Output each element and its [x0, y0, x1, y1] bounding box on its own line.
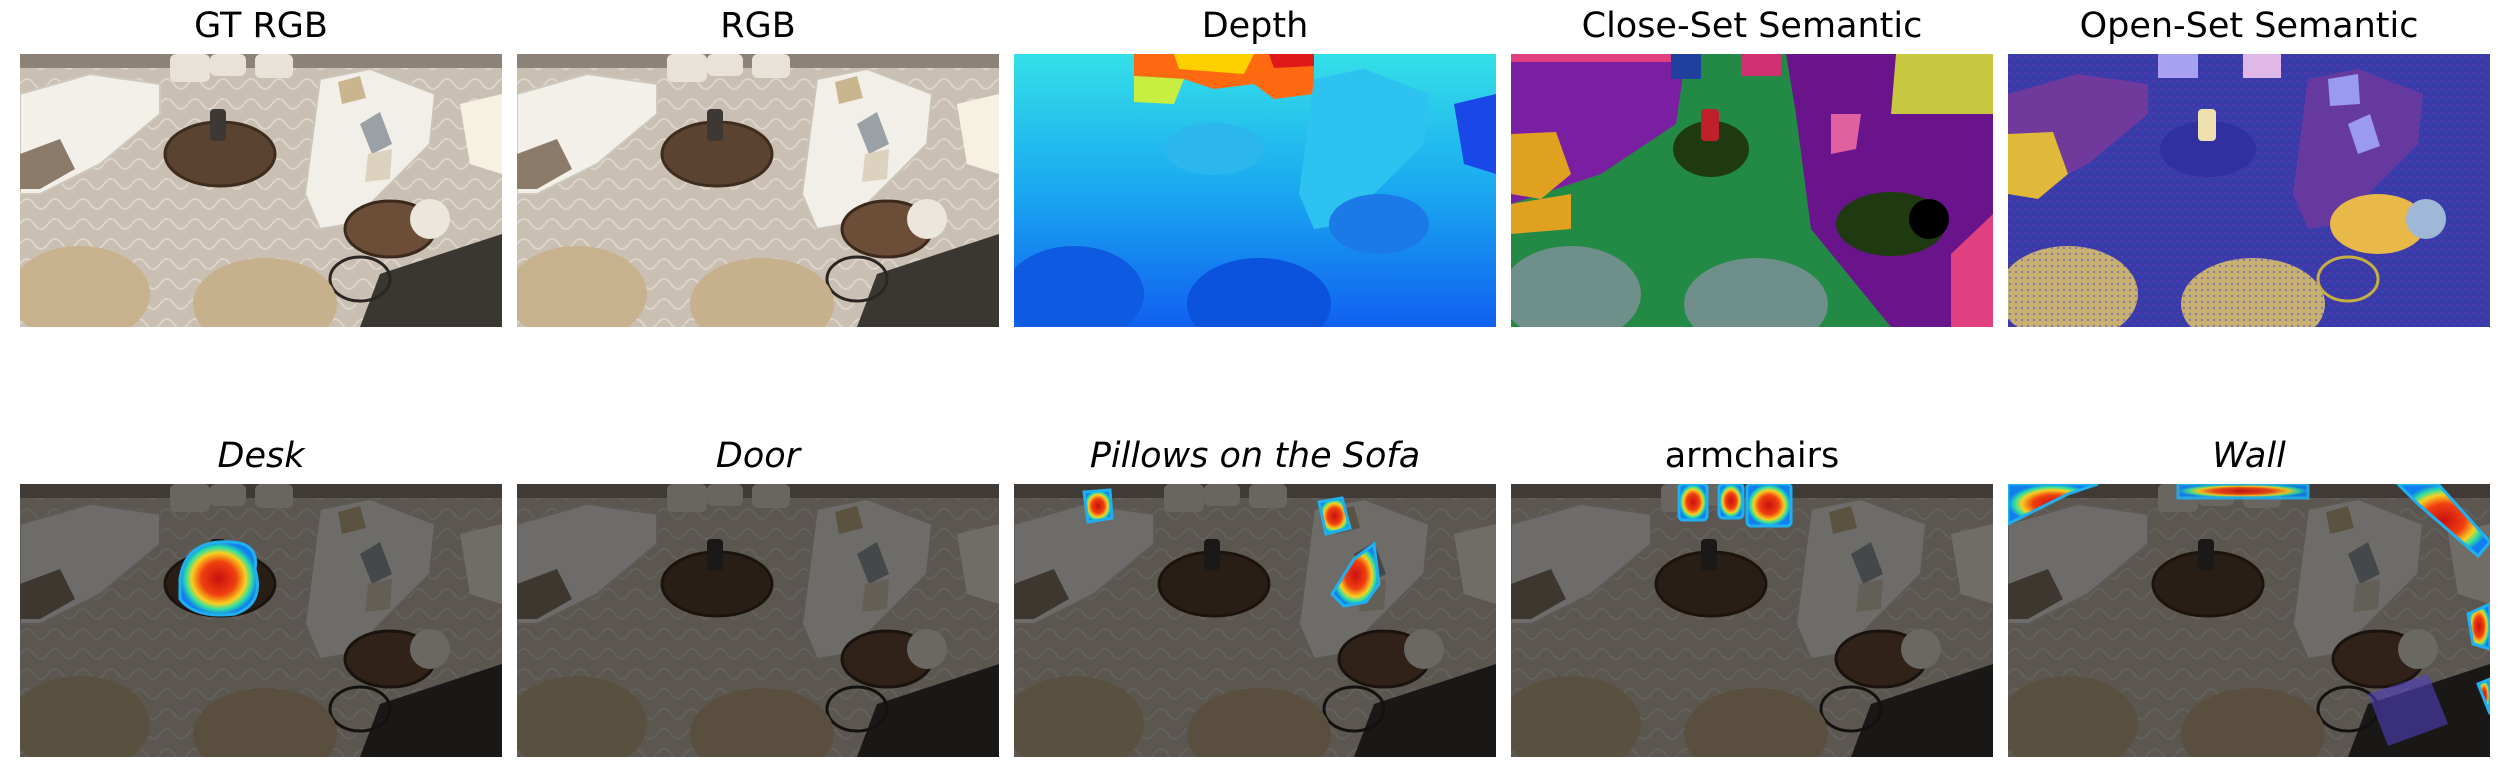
pillow [862, 149, 889, 182]
armchair [210, 54, 246, 76]
lamp [460, 94, 502, 174]
close-set-semantic-image [1511, 54, 1993, 327]
table-base [328, 255, 392, 303]
dim-overlay [1014, 484, 1496, 757]
ottoman [690, 258, 834, 327]
table-base [825, 255, 889, 303]
depth-far [1134, 76, 1184, 104]
bowl [907, 199, 947, 239]
query-label: armchairs [1664, 436, 1840, 476]
bowl [410, 199, 450, 239]
heat-desk [178, 540, 259, 617]
cls-blanket [1511, 132, 1571, 199]
dim-overlay [1511, 484, 1993, 757]
depth-sofa [1299, 69, 1429, 229]
armchairs-heatmap-image [1511, 484, 1993, 757]
cls-armchair [1671, 54, 1701, 79]
cls-blanket [1511, 194, 1571, 234]
heat-armchair [1717, 484, 1745, 520]
cls-armchair [1741, 54, 1781, 76]
query-label: Desk [217, 436, 305, 476]
armchair [667, 54, 707, 82]
desk-heatmap-image [20, 484, 502, 757]
dim-overlay [517, 484, 999, 757]
pillow [857, 112, 889, 154]
heat-wall [2476, 677, 2490, 715]
heat-pillow [1317, 496, 1352, 536]
armchair [255, 54, 293, 78]
depth-table [1164, 123, 1264, 175]
ottoman [20, 246, 150, 327]
depth-ottoman [1014, 246, 1144, 327]
ops-side-table [2330, 194, 2426, 254]
throw-blanket [20, 139, 75, 189]
heat-armchair [1745, 484, 1793, 528]
panel-title: Depth [1201, 6, 1309, 46]
heat-wall-low [2368, 674, 2448, 746]
depth-far [1269, 54, 1314, 68]
panel-title: Open-Set Semantic [2079, 6, 2419, 46]
panel-title: GT RGB [194, 6, 328, 46]
cls-ottoman [1684, 258, 1828, 327]
cls-table [1673, 121, 1749, 177]
wall-heatmap-image [2008, 484, 2490, 757]
armchair [170, 54, 210, 82]
ops-table [2160, 121, 2256, 177]
ops-armchair [2243, 54, 2281, 78]
heat-pillow [1082, 488, 1114, 524]
pillow [365, 149, 392, 182]
ops-bowl [2406, 199, 2446, 239]
door-heatmap-image [517, 484, 999, 757]
heat-pillow [1330, 541, 1381, 608]
depth-lamp [1454, 94, 1496, 174]
query-label: Pillows on the Sofa [1089, 436, 1421, 476]
vase [210, 109, 226, 141]
heat-wall [2395, 484, 2490, 559]
pillow [338, 76, 366, 104]
ottoman [517, 246, 647, 327]
cls-wall [1511, 54, 1686, 62]
armchair [707, 54, 743, 76]
ops-table-base [2316, 255, 2380, 303]
armchair [752, 54, 790, 78]
depth-image [1014, 54, 1496, 327]
pillows-heatmap-image [1014, 484, 1496, 757]
cls-ottoman [1511, 246, 1641, 327]
cls-lamp [1891, 54, 1993, 114]
panel-title: RGB [720, 6, 796, 46]
floor-shadow [857, 234, 999, 327]
heat-wall [2008, 484, 2099, 526]
heat-wall [2176, 484, 2310, 500]
ops-ottoman [2008, 246, 2138, 327]
ops-armchair [2158, 54, 2198, 78]
ops-vase [2198, 109, 2216, 141]
gt-rgb-image [20, 54, 502, 327]
depth-far [1174, 54, 1254, 74]
vase [707, 109, 723, 141]
panel-title: Close-Set Semantic [1581, 6, 1923, 46]
throw-blanket [517, 139, 572, 189]
floor-shadow [360, 234, 502, 327]
ops-blanket [2008, 132, 2068, 199]
cls-pillow [1831, 114, 1861, 154]
dim-overlay [20, 484, 502, 757]
open-set-semantic-image [2008, 54, 2490, 327]
heat-armchair [1677, 484, 1709, 522]
cls-bowl [1909, 199, 1949, 239]
rgb-image [517, 54, 999, 327]
pillow [360, 112, 392, 154]
depth-ottoman [1187, 258, 1331, 327]
cls-vase [1701, 109, 1719, 141]
ottoman [193, 258, 337, 327]
pillow [835, 76, 863, 104]
ops-pillow [2328, 74, 2360, 106]
heat-wall [2466, 602, 2490, 651]
ops-pillow [2348, 114, 2380, 154]
ops-ottoman [2181, 258, 2325, 327]
query-label: Wall [2212, 436, 2286, 476]
cls-wall [1951, 214, 1993, 327]
depth-side [1329, 194, 1429, 254]
lamp [957, 94, 999, 174]
query-label: Door [715, 436, 801, 476]
